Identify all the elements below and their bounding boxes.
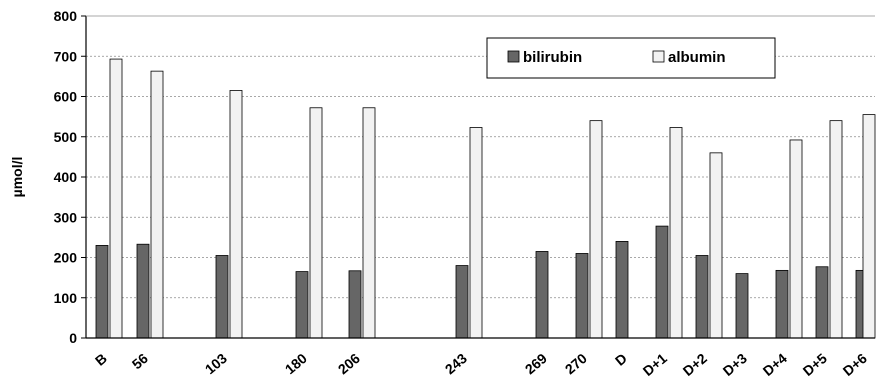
y-axis-title: µmol/l xyxy=(9,157,25,198)
bar-layer xyxy=(95,58,876,339)
bar-albumin xyxy=(862,114,876,339)
bar-bilirubin xyxy=(215,255,229,339)
bar-albumin xyxy=(829,120,843,339)
bar-albumin xyxy=(709,152,723,339)
legend: bilirubin albumin xyxy=(486,37,776,79)
x-tick-label: D xyxy=(612,350,630,369)
y-tick-layer: 0 100 200 300 400 500 600 700 800 xyxy=(54,8,86,346)
legend-label-bilirubin: bilirubin xyxy=(523,49,582,66)
y-tick-label: 100 xyxy=(54,290,78,306)
x-tick-label: 243 xyxy=(442,350,470,377)
bar-albumin xyxy=(669,127,683,339)
x-tick-label: D+2 xyxy=(680,350,710,379)
bar-bilirubin xyxy=(775,269,789,339)
bar-bilirubin xyxy=(295,271,309,339)
bar-albumin xyxy=(469,127,483,339)
bar-albumin xyxy=(150,70,164,339)
x-tick-label: 103 xyxy=(202,350,230,377)
bar-albumin xyxy=(309,107,323,339)
bar-bilirubin xyxy=(735,273,749,339)
bar-albumin xyxy=(362,107,376,339)
bar-bilirubin xyxy=(575,253,589,339)
x-tick-label: D+5 xyxy=(800,350,830,379)
y-tick-label: 600 xyxy=(54,89,78,105)
x-tick-label: 180 xyxy=(282,350,310,377)
y-tick-label: 700 xyxy=(54,48,78,64)
y-tick-label: 400 xyxy=(54,169,78,185)
bar-bilirubin xyxy=(655,225,669,339)
bar-bilirubin xyxy=(136,243,150,339)
x-tick-layer: B 56 103 180 206 243 269 270 D D+1 D+2 D+3 D+4 D+5 D+6 xyxy=(92,350,870,379)
bar-albumin xyxy=(229,90,243,339)
legend-label-albumin: albumin xyxy=(668,49,726,66)
bar-bilirubin xyxy=(535,251,549,339)
x-tick-label: D+4 xyxy=(760,350,790,379)
x-tick-label: B xyxy=(92,350,110,369)
x-tick-label: 270 xyxy=(562,350,590,377)
y-tick-label: 0 xyxy=(69,330,77,346)
bar-albumin xyxy=(789,139,803,339)
y-tick-label: 300 xyxy=(54,209,78,225)
bar-albumin xyxy=(109,58,123,339)
bar-albumin xyxy=(589,120,603,339)
bar-bilirubin xyxy=(695,255,709,339)
legend-swatch-albumin xyxy=(652,50,665,63)
legend-swatch-bilirubin xyxy=(507,50,520,63)
bar-bilirubin xyxy=(815,266,829,339)
x-tick-label: D+3 xyxy=(720,350,750,379)
bar-bilirubin xyxy=(348,270,362,339)
x-tick-label: 206 xyxy=(335,350,363,377)
y-tick-label: 800 xyxy=(54,8,78,24)
x-tick-label: D+6 xyxy=(840,350,870,379)
bar-bilirubin xyxy=(95,245,109,339)
bar-bilirubin xyxy=(615,240,629,339)
bar-bilirubin xyxy=(455,265,469,339)
x-tick-label: D+1 xyxy=(640,350,670,379)
y-tick-label: 500 xyxy=(54,129,78,145)
legend-box xyxy=(486,37,776,79)
x-tick-label: 269 xyxy=(522,350,550,377)
y-tick-label: 200 xyxy=(54,250,78,266)
x-tick-label: 56 xyxy=(129,350,151,372)
